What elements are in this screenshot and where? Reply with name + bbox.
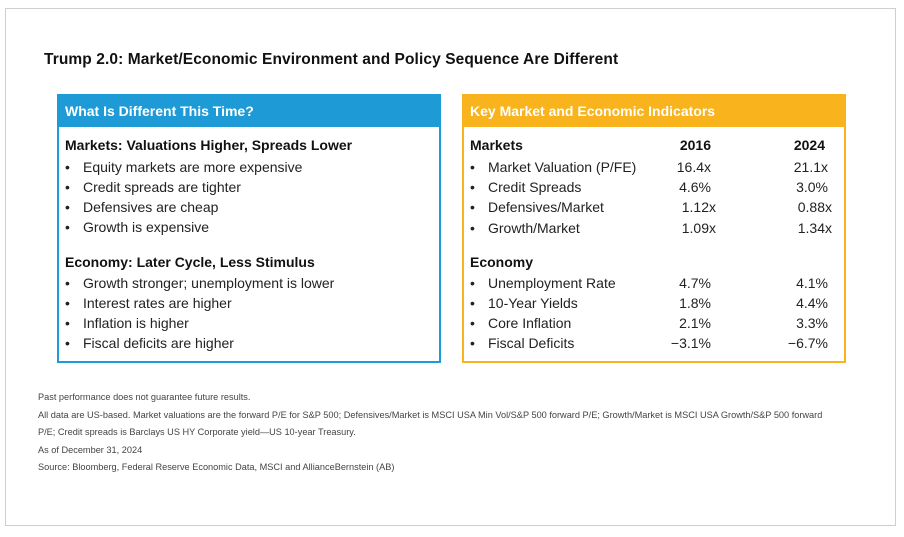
bullet-icon: • <box>65 335 70 351</box>
column-header-2016: 2016 <box>679 137 711 153</box>
bullet-icon: • <box>470 335 475 351</box>
markets-section-title: Markets <box>470 137 523 153</box>
bullet-icon: • <box>65 295 70 311</box>
list-item: • Inflation is higher <box>65 315 189 331</box>
value-2024: 21.1x <box>793 159 828 175</box>
economy-section-title: Economy: Later Cycle, Less Stimulus <box>65 254 315 270</box>
bullet-icon: • <box>470 315 475 331</box>
value-2016: −3.1% <box>670 335 711 351</box>
bullet-icon: • <box>65 199 70 215</box>
footnote-disclaimer: Past performance does not guarantee futu… <box>38 392 251 402</box>
value-2016: 16.4x <box>676 159 711 175</box>
value-2016: 4.7% <box>679 275 711 291</box>
what-is-different-panel: What Is Different This Time? Markets: Va… <box>57 94 441 363</box>
left-panel-header: What Is Different This Time? <box>59 96 439 127</box>
table-row: • Core Inflation <box>470 315 572 331</box>
footnote-definitions: All data are US-based. Market valuations… <box>38 409 823 420</box>
value-2024: −6.7% <box>787 335 828 351</box>
right-panel-header: Key Market and Economic Indicators <box>464 96 844 127</box>
bullet-icon: • <box>470 295 475 311</box>
value-2024: 3.0% <box>796 179 828 195</box>
economy-section-title: Economy <box>470 254 534 270</box>
bullet-icon: • <box>470 179 475 195</box>
column-header-2024: 2024 <box>793 137 825 153</box>
markets-section-title: Markets: Valuations Higher, Spreads Lowe… <box>65 137 353 153</box>
list-item: • Interest rates are higher <box>65 295 232 311</box>
value-2016: 1.09x <box>681 220 716 236</box>
bullet-icon: • <box>470 275 475 291</box>
bullet-icon: • <box>65 275 70 291</box>
list-item: • Credit spreads are tighter <box>65 179 241 195</box>
figure-title: Trump 2.0: Market/Economic Environment a… <box>44 51 619 68</box>
value-2016: 2.1% <box>679 315 711 331</box>
bullet-icon: • <box>65 315 70 331</box>
value-2024: 0.88x <box>797 199 832 215</box>
table-row: • Defensives/Market <box>470 199 604 215</box>
table-row: • Market Valuation (P/FE) <box>470 159 637 175</box>
value-2024: 4.4% <box>796 295 828 311</box>
table-row: • Fiscal Deficits <box>470 335 575 351</box>
footnote-definitions-cont: P/E; Credit spreads is Barclays US HY Co… <box>38 427 356 437</box>
value-2016: 1.12x <box>681 199 716 215</box>
value-2024: 3.3% <box>796 315 828 331</box>
footnote-date: As of December 31, 2024 <box>38 444 143 455</box>
footnotes: Past performance does not guarantee futu… <box>38 389 868 477</box>
bullet-icon: • <box>65 159 70 175</box>
key-indicators-panel: Key Market and Economic Indicators Marke… <box>462 94 846 363</box>
list-item: • Equity markets are more expensive <box>65 159 303 175</box>
bullet-icon: • <box>65 179 70 195</box>
footnote-source: Source: Bloomberg, Federal Reserve Econo… <box>38 462 395 472</box>
list-item: • Defensives are cheap <box>65 199 219 215</box>
list-item: • Growth stronger; unemployment is lower <box>65 275 335 291</box>
table-row: • Unemployment Rate <box>470 275 616 291</box>
bullet-icon: • <box>65 219 70 235</box>
value-2024: 4.1% <box>796 275 828 291</box>
list-item: • Growth is expensive <box>65 219 210 235</box>
value-2016: 4.6% <box>679 179 711 195</box>
table-row: • 10-Year Yields <box>470 295 578 311</box>
bullet-icon: • <box>470 159 475 175</box>
list-item: • Fiscal deficits are higher <box>65 335 234 351</box>
bullet-icon: • <box>470 220 475 236</box>
bullet-icon: • <box>470 199 475 215</box>
value-2024: 1.34x <box>797 220 832 236</box>
table-row: • Growth/Market <box>470 220 580 236</box>
table-row: • Credit Spreads <box>470 179 582 195</box>
value-2016: 1.8% <box>679 295 711 311</box>
